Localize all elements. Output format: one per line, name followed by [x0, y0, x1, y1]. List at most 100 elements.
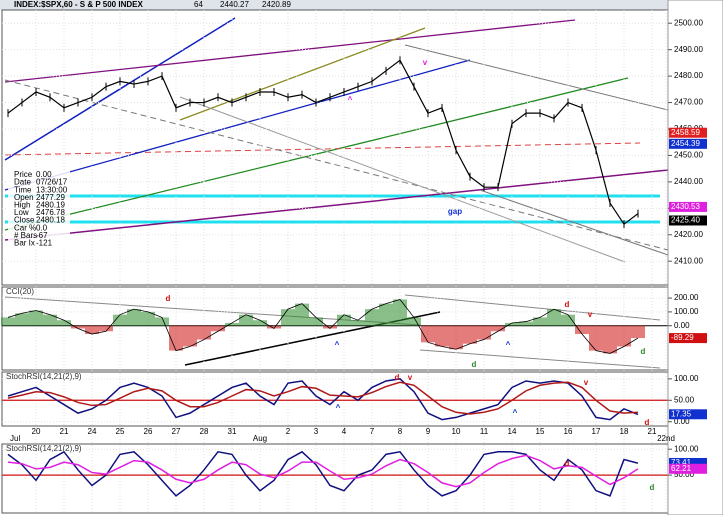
y-tick-label: 100.00 [674, 307, 699, 316]
x-tick-label: 7 [370, 427, 375, 436]
panel-title: StochRSI(14,21(2),9) [6, 372, 82, 381]
x-tick-label: Aug [253, 434, 267, 443]
bar [421, 325, 435, 343]
bar [463, 325, 477, 344]
trendline [4, 79, 669, 251]
bar [71, 325, 85, 329]
annotation: v [408, 373, 413, 382]
info-value: 0.00 [36, 170, 52, 179]
bar [309, 317, 323, 326]
x-tick-label: 8 [398, 427, 403, 436]
x-tick-label: 20 [32, 427, 41, 436]
trendline [179, 96, 626, 263]
last-value-box [669, 409, 707, 420]
info-label: Time [14, 185, 32, 194]
y-tick-label: 2470.00 [674, 98, 703, 107]
trendlines [4, 17, 669, 369]
bar [99, 325, 113, 332]
bar [547, 309, 561, 326]
last-value-label: 2454.39 [671, 139, 700, 148]
info-value: 2477.29 [36, 193, 65, 202]
bar [225, 322, 239, 326]
annotation: v [423, 58, 428, 67]
annotation: d [650, 483, 655, 492]
bar [477, 325, 491, 340]
bar [253, 320, 267, 326]
annotation: ^ [348, 95, 353, 104]
info-value: -121 [36, 239, 53, 248]
info-value: 2476.78 [36, 208, 65, 217]
bar [407, 317, 421, 326]
x-tick-label: 4 [342, 427, 347, 436]
bar [561, 314, 575, 326]
annotation: d [395, 373, 400, 382]
trendline [179, 27, 426, 121]
trendline [404, 44, 669, 111]
y-tick-label: 2480.00 [674, 71, 703, 80]
bar [491, 325, 505, 332]
y-tick-label: 100.00 [674, 444, 699, 453]
x-tick-label: 14 [508, 427, 517, 436]
bar [603, 325, 617, 354]
x-tick-label: 21 [648, 427, 657, 436]
annotation: ^ [513, 408, 518, 417]
last-value-box [669, 333, 707, 344]
trendline [4, 19, 576, 83]
annotation: ^ [336, 403, 341, 412]
last-value-box [669, 201, 707, 212]
x-tick-label: 25 [116, 427, 125, 436]
annotation: d [565, 459, 570, 468]
annotation: ^ [506, 340, 511, 349]
bar [435, 325, 449, 347]
info-label: Bar Ix [14, 239, 35, 248]
bar [379, 303, 393, 326]
last-value-label: 17.35 [671, 409, 692, 418]
header-value: 2420.89 [262, 0, 291, 9]
last-value-box [669, 127, 707, 138]
last-value-box [669, 463, 707, 474]
info-value: 13:30:00 [36, 185, 68, 194]
x-tick-label: 24 [88, 427, 97, 436]
last-value-label: 62.21 [671, 464, 692, 473]
info-label: Date [14, 178, 31, 187]
y-tick-label: 200.00 [674, 293, 699, 302]
info-value: 2480.19 [36, 201, 65, 210]
x-tick-label: 28 [200, 427, 209, 436]
series-line [7, 450, 639, 497]
bar [575, 325, 589, 335]
right-axis [667, 0, 723, 515]
panel-title: CCI(20) [6, 287, 34, 296]
bar [393, 299, 407, 326]
info-box [8, 170, 70, 248]
info-label: Open [14, 193, 34, 202]
trendline [404, 294, 661, 321]
bar [183, 325, 197, 347]
bar [281, 309, 295, 326]
x-tick-label: 11 [480, 427, 489, 436]
panel-title: StochRSI(14,21(2),9) [6, 444, 82, 453]
y-tick-label: 50.00 [674, 470, 695, 479]
y-tick-label: 2490.00 [674, 45, 703, 54]
header-bar [0, 0, 668, 10]
bar [29, 310, 43, 326]
x-tick-label: 27 [172, 427, 181, 436]
annotation: d [645, 418, 650, 427]
bar [15, 313, 29, 326]
bar [323, 325, 337, 329]
y-tick-label: 0.00 [674, 321, 690, 330]
bar [141, 311, 155, 326]
bar [505, 322, 519, 326]
x-tick-label: 16 [564, 427, 573, 436]
bar [589, 325, 603, 351]
y-tick-label: 50.00 [674, 395, 695, 404]
y-tick-label: 0.00 [674, 417, 690, 426]
bar [631, 325, 645, 339]
info-label: # Bars [14, 231, 37, 240]
bar [1, 317, 15, 326]
header-value: 2440.27 [220, 0, 249, 9]
last-value-label: 2430.53 [671, 202, 700, 211]
y-tick-label: 2500.00 [674, 18, 703, 27]
trendline [4, 142, 641, 156]
series-line [7, 381, 639, 415]
last-value-box [669, 215, 707, 226]
